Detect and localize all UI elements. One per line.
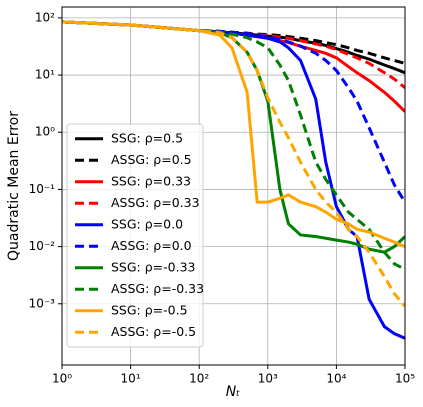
legend-label: SSG: ρ=0.0 xyxy=(111,216,183,231)
y-tick-label: 10⁻² xyxy=(29,239,56,253)
series-line xyxy=(62,20,405,75)
legend-label: SSG: ρ=-0.5 xyxy=(111,302,188,317)
y-tick-label: 10² xyxy=(35,10,55,24)
legend-label: SSG: ρ=0.33 xyxy=(111,173,191,188)
x-tick-label: 10⁴ xyxy=(326,372,346,386)
x-tick-label: 10¹ xyxy=(121,372,141,386)
plot-frame xyxy=(61,6,406,366)
legend-label: ASSG: ρ=0.33 xyxy=(111,195,200,210)
y-tick-label: 10⁻³ xyxy=(29,296,56,310)
x-axis-label: Nₜ xyxy=(226,384,241,400)
legend-label: SSG: ρ=0.5 xyxy=(111,130,183,145)
legend-label: ASSG: ρ=0.0 xyxy=(111,238,192,253)
legend-label: ASSG: ρ=-0.33 xyxy=(111,281,204,296)
legend-box xyxy=(66,123,204,348)
x-tick-label: 10³ xyxy=(258,372,278,386)
x-tick-label: 10⁰ xyxy=(52,372,72,386)
legend-label: ASSG: ρ=0.5 xyxy=(111,152,192,167)
legend-label: ASSG: ρ=-0.5 xyxy=(111,324,196,339)
x-tick-label: 10⁵ xyxy=(395,372,415,386)
series-line xyxy=(62,20,405,248)
y-tick-label: 10¹ xyxy=(35,68,55,82)
x-tick-label: 10² xyxy=(189,372,209,386)
series-line xyxy=(62,20,405,308)
y-axis-label: Quadratic Mean Error xyxy=(6,111,22,261)
legend-label: SSG: ρ=-0.33 xyxy=(111,259,196,274)
y-tick-label: 10⁻¹ xyxy=(29,182,56,196)
y-tick-label: 10⁰ xyxy=(35,125,55,139)
